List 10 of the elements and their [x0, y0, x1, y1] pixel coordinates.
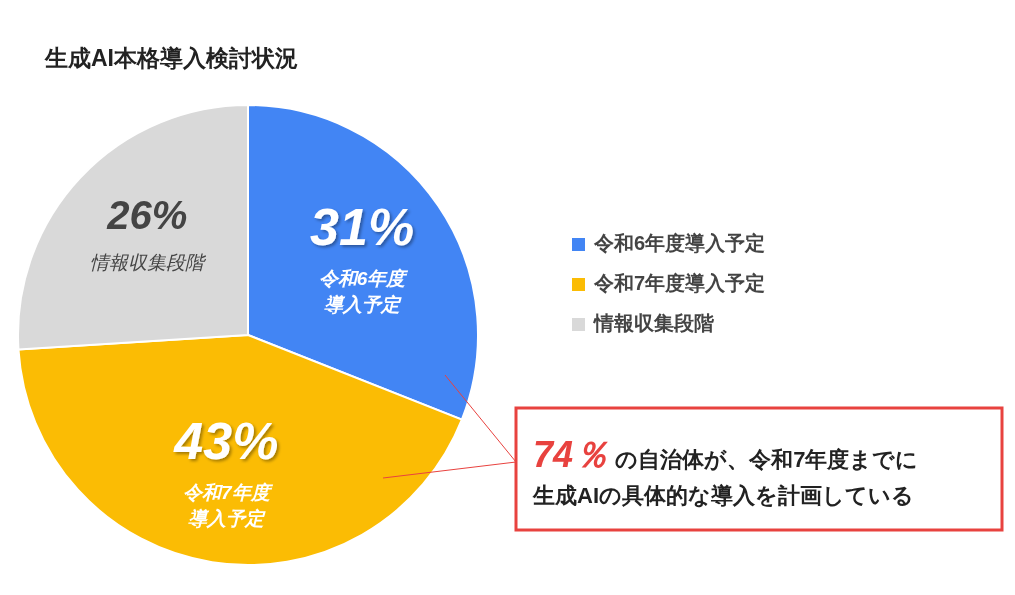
legend-label: 令和6年度導入予定 — [593, 232, 766, 254]
text: 74％ の自治体が、令和7年度までに生成AIの具体的な導入を計画している — [532, 434, 919, 508]
chart-title: 生成AI本格導入検討状況 — [44, 45, 298, 71]
data-label: 43% — [173, 412, 279, 471]
slice-label: 情報収集段階 — [90, 251, 208, 273]
data-label: 31% — [310, 198, 415, 257]
data-label: 26% — [106, 192, 188, 237]
text: 令和6年度導入予定 — [318, 268, 406, 316]
legend-label: 令和7年度導入予定 — [593, 272, 766, 294]
legend-label: 情報収集段階 — [592, 312, 715, 334]
